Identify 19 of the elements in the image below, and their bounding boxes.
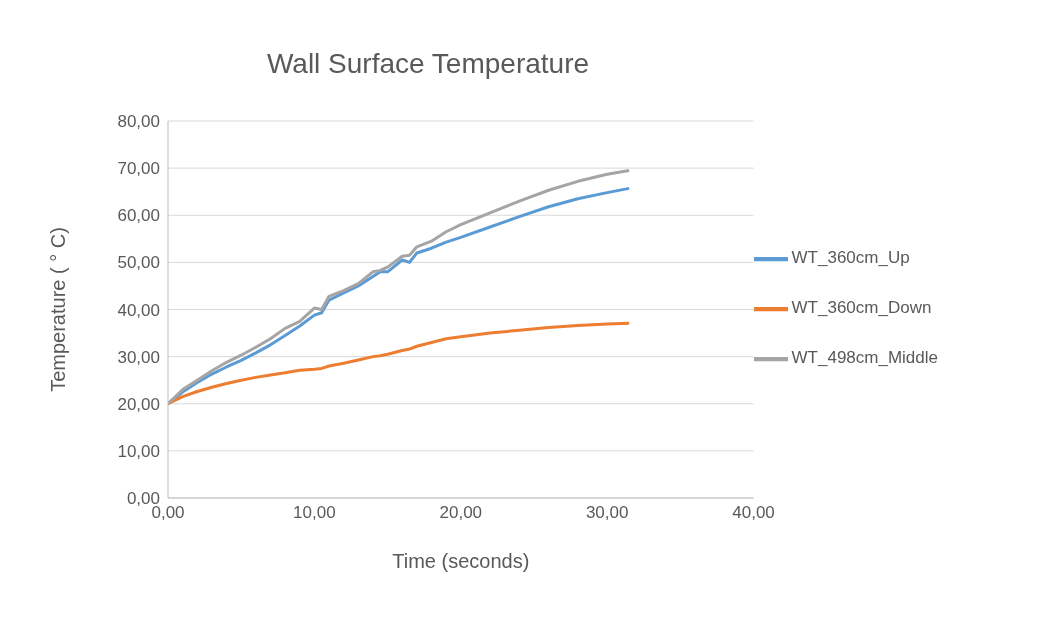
legend-label: WT_498cm_Middle [791,348,938,367]
y-tick-label: 60,00 [117,206,160,226]
y-tick-label: 40,00 [117,300,160,320]
line-series [168,321,631,406]
y-axis-title: Temperature ( ° C) [47,227,70,392]
x-tick-label: 40,00 [732,503,775,523]
chart-title: Wall Surface Temperature [265,48,591,80]
x-tick-label: 20,00 [439,503,483,523]
y-tick-label: 30,00 [117,347,160,367]
y-tick-label: 80,00 [117,112,160,132]
x-tick-label: 10,00 [293,503,336,523]
x-tick-label: 30,00 [585,503,629,523]
y-tick-label: 50,00 [117,253,160,273]
y-tick-label: 20,00 [117,394,160,414]
y-tick-label: 10,00 [117,441,160,461]
legend-label: WT_360cm_Down [791,298,932,317]
legend-label: WT_360cm_Up [791,248,910,267]
y-tick-label: 70,00 [117,159,160,179]
x-axis-title: Time (seconds) [392,550,530,572]
